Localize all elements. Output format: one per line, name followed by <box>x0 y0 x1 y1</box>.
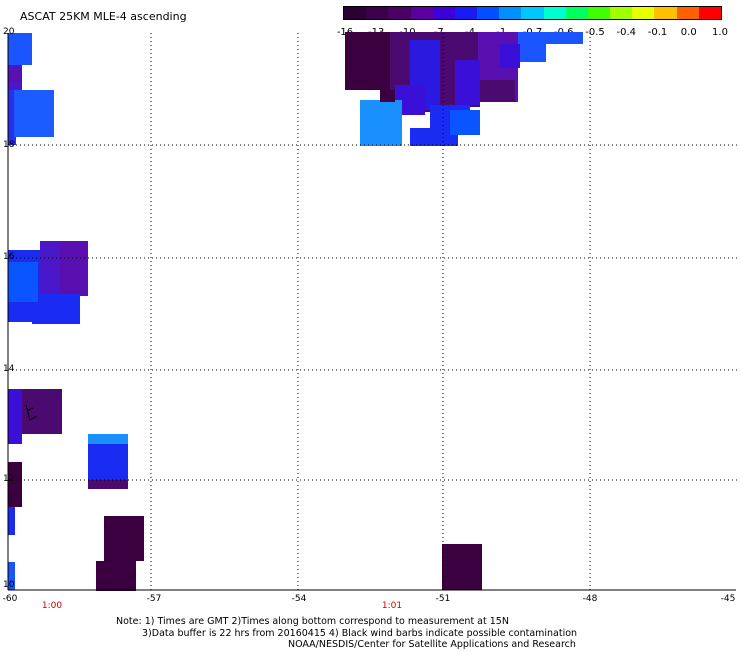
footnote-line: Note: 1) Times are GMT 2)Times along bot… <box>116 616 509 627</box>
lat-label: 18 <box>3 140 15 150</box>
lon-label: -60 <box>2 594 18 604</box>
footnote: Note: 1) Times are GMT 2)Times along bot… <box>116 616 577 651</box>
color-scale-swatch <box>499 7 522 19</box>
color-scale-swatch <box>477 7 500 19</box>
lat-label: 16 <box>3 252 15 262</box>
color-scale-swatch <box>632 7 655 19</box>
data-cell <box>60 241 88 296</box>
lat-label: 14 <box>3 364 15 374</box>
data-cell <box>410 128 458 146</box>
data-cell <box>88 444 128 480</box>
data-cells <box>8 32 583 591</box>
color-scale-swatch <box>344 7 367 19</box>
data-cell <box>500 44 520 68</box>
footnote-line: 3)Data buffer is 22 hrs from 20160415 4)… <box>142 627 578 639</box>
map-frame <box>7 33 736 591</box>
data-cell <box>518 44 546 62</box>
data-cell <box>8 90 16 145</box>
data-cell <box>88 434 128 444</box>
data-cell <box>14 90 54 137</box>
color-scale-tick: -0.5 <box>585 27 605 38</box>
data-cell <box>8 389 22 444</box>
color-scale-swatch <box>388 7 411 19</box>
color-scale-swatch <box>698 7 721 19</box>
lon-label: -57 <box>146 594 162 604</box>
color-scale-swatch <box>610 7 633 19</box>
lon-label: -45 <box>720 594 736 604</box>
color-scale-swatch <box>543 7 566 19</box>
lat-label: 12 <box>3 474 15 484</box>
color-scale-tick: -0.4 <box>616 27 637 38</box>
data-cell <box>480 80 515 102</box>
color-scale-swatch <box>676 7 699 19</box>
color-scale-swatch <box>366 7 389 19</box>
data-cell <box>345 32 395 90</box>
color-scale-bar <box>343 6 722 20</box>
color-scale-swatch <box>454 7 478 19</box>
color-scale-swatch <box>565 7 588 19</box>
data-cell <box>8 462 22 507</box>
lat-label: 10 <box>3 580 15 590</box>
data-cell <box>8 33 32 65</box>
color-scale-swatch <box>521 7 544 19</box>
data-cell <box>518 32 583 44</box>
color-scale-swatch <box>587 7 611 19</box>
wind-barb-icon <box>25 404 38 421</box>
footnote-line: NOAA/NESDIS/Center for Satellite Applica… <box>288 639 576 650</box>
lon-label: -54 <box>291 594 307 604</box>
data-cell <box>8 562 15 590</box>
data-cell <box>22 389 62 434</box>
data-cell <box>96 561 136 591</box>
color-scale-swatch <box>410 7 433 19</box>
color-scale-tick: -0.1 <box>647 27 668 38</box>
color-scale-swatch <box>432 7 455 19</box>
map-title: ASCAT 25KM MLE-4 ascending <box>20 10 187 23</box>
data-cell <box>8 70 22 82</box>
lat-label: 20 <box>3 27 15 37</box>
data-cell <box>380 90 395 102</box>
data-cell <box>32 294 80 324</box>
time-label: 1:00 <box>41 601 63 611</box>
data-cell <box>450 110 480 135</box>
data-cell <box>8 262 38 302</box>
data-cell <box>104 516 144 561</box>
lon-label: -51 <box>435 594 451 604</box>
color-scale-tick: 1.0 <box>712 27 728 38</box>
data-cell <box>88 480 128 489</box>
data-cell <box>360 100 402 146</box>
time-label: 1:01 <box>381 601 403 611</box>
color-scale-swatch <box>654 7 677 19</box>
lon-label: -48 <box>582 594 598 604</box>
lat-lon-grid <box>8 33 740 590</box>
data-cell <box>442 544 482 590</box>
data-cell <box>455 60 480 105</box>
color-scale-tick: 0.0 <box>680 27 697 38</box>
data-cell <box>8 507 15 535</box>
